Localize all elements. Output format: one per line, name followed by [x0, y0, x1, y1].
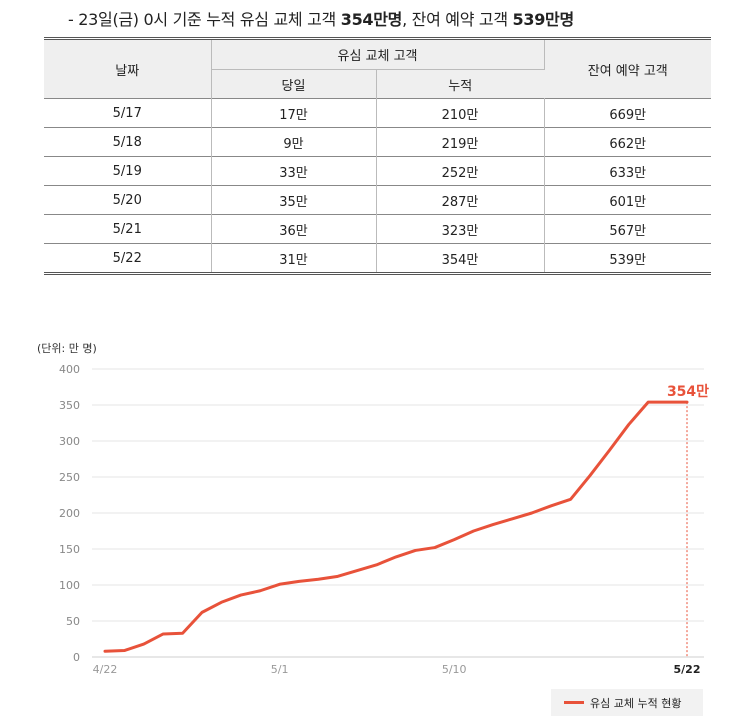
cell-daily: 17만 — [211, 98, 377, 128]
cell-remaining: 539만 — [544, 243, 711, 275]
y-tick-label: 200 — [59, 507, 80, 520]
data-table: 날짜 유심 교체 고객 잔여 예약 고객 당일 누적 5/17 17만 210만 66… — [44, 37, 711, 275]
cell-date: 5/21 — [44, 214, 212, 244]
cell-daily: 35만 — [211, 185, 377, 215]
table-row: 5/22 31만 354만 539만 — [44, 243, 711, 275]
y-tick-label: 50 — [66, 615, 80, 628]
cell-cumulative: 287만 — [376, 185, 545, 215]
header-daily: 당일 — [211, 69, 377, 99]
cell-remaining: 567만 — [544, 214, 711, 244]
series-line — [103, 400, 689, 653]
cell-cumulative: 210만 — [376, 98, 545, 128]
cell-cumulative: 354만 — [376, 243, 545, 275]
y-tick-label: 150 — [59, 543, 80, 556]
table-row: 5/18 9만 219만 662만 — [44, 127, 711, 157]
cell-remaining: 633만 — [544, 156, 711, 186]
table-row: 5/19 33만 252만 633만 — [44, 156, 711, 186]
header-replaced-group: 유심 교체 고객 — [211, 37, 545, 70]
headline: - 23일(금) 0시 기준 누적 유심 교체 고객 354만명, 잔여 예약 … — [68, 6, 574, 30]
headline-remaining: 539만명 — [512, 10, 575, 29]
legend-swatch — [564, 701, 584, 704]
y-tick-label: 300 — [59, 435, 80, 448]
header-remaining: 잔여 예약 고객 — [544, 37, 711, 99]
end-data-label: 354만 — [667, 384, 709, 400]
cell-date: 5/19 — [44, 156, 212, 186]
cell-date: 5/20 — [44, 185, 212, 215]
x-tick-label: 5/1 — [271, 663, 289, 676]
y-tick-label: 250 — [59, 471, 80, 484]
unit-label: (단위: 만 명) — [37, 342, 97, 355]
y-tick-label: 400 — [59, 363, 80, 376]
y-tick-label: 100 — [59, 579, 80, 592]
cell-remaining: 662만 — [544, 127, 711, 157]
cell-date: 5/17 — [44, 98, 212, 128]
cell-daily: 31만 — [211, 243, 377, 275]
cell-cumulative: 252만 — [376, 156, 545, 186]
cell-daily: 36만 — [211, 214, 377, 244]
cell-daily: 9만 — [211, 127, 377, 157]
headline-replaced: 354만명 — [340, 10, 403, 29]
header-date: 날짜 — [44, 37, 212, 99]
x-tick-label: 4/22 — [93, 663, 118, 676]
cell-date: 5/22 — [44, 243, 212, 275]
headline-prefix: - 23일(금) 0시 기준 누적 유심 교체 고객 — [68, 10, 341, 29]
y-tick-label: 0 — [73, 651, 80, 664]
header-cumulative: 누적 — [376, 69, 544, 99]
cell-daily: 33만 — [211, 156, 377, 186]
x-tick-label: 5/22 — [674, 663, 701, 676]
headline-mid: , 잔여 예약 고객 — [402, 10, 513, 29]
cell-cumulative: 219만 — [376, 127, 545, 157]
x-tick-label: 5/10 — [442, 663, 467, 676]
table-row: 5/20 35만 287만 601만 — [44, 185, 711, 215]
table-row: 5/21 36만 323만 567만 — [44, 214, 711, 244]
cell-cumulative: 323만 — [376, 214, 545, 244]
cell-date: 5/18 — [44, 127, 212, 157]
cell-remaining: 601만 — [544, 185, 711, 215]
cell-remaining: 669만 — [544, 98, 711, 128]
legend-label: 유심 교체 누적 현황 — [590, 696, 682, 710]
chart-legend: 유심 교체 누적 현황 — [551, 689, 703, 716]
y-tick-label: 350 — [59, 399, 80, 412]
table-row: 5/17 17만 210만 669만 — [44, 98, 711, 128]
